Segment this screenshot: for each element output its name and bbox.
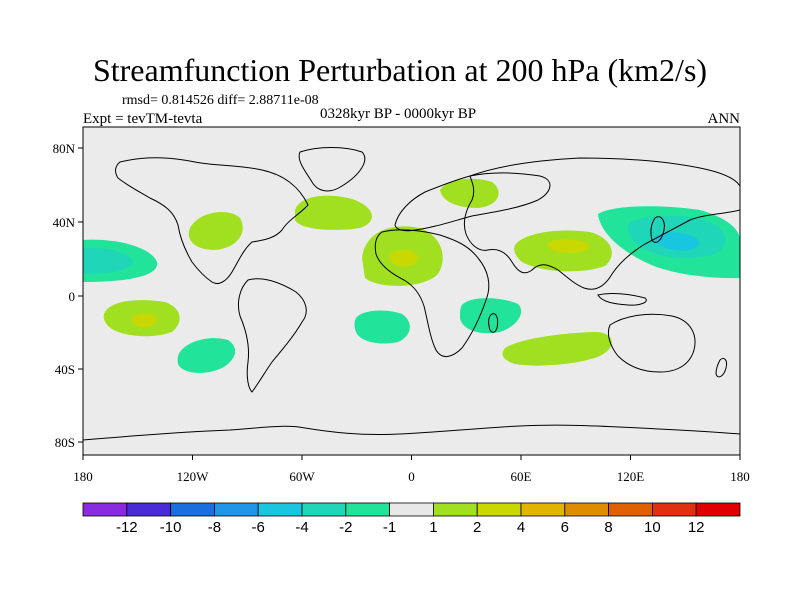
colorbar-box: [213, 502, 259, 517]
y-tick-label: 0: [69, 289, 76, 304]
colorbar-label: 8: [604, 519, 612, 536]
stats-text: rmsd= 0.814526 diff= 2.88711e-08: [122, 93, 319, 108]
anomaly-region: [295, 195, 372, 230]
colorbar-label: 12: [688, 519, 705, 536]
colorbar-label: 4: [517, 519, 525, 536]
x-tick-label: 0: [408, 469, 415, 484]
coastline-indonesia: [597, 293, 647, 306]
colorbar-box: [301, 502, 347, 517]
colorbar-box: [345, 502, 390, 517]
colorbar-box: [82, 502, 128, 517]
colorbar-label: -8: [208, 519, 221, 536]
coastline-north-america: [115, 157, 309, 285]
anomaly-region: [83, 247, 133, 274]
colorbar-box: [389, 502, 434, 517]
x-tick-label: 120W: [177, 469, 210, 484]
coastline-south-america: [237, 278, 307, 393]
colorbar-label: -4: [295, 519, 308, 536]
y-tick-label: 40N: [53, 215, 76, 230]
period-label: 0328kyr BP - 0000kyr BP: [320, 106, 477, 122]
colorbar-box: [126, 502, 172, 517]
coastline-new-zealand: [715, 357, 727, 378]
coastline-europe: [394, 172, 551, 232]
colorbar-box: [608, 502, 653, 517]
colorbar-box: [520, 502, 566, 517]
anomaly-region: [188, 212, 243, 250]
coastline-asia: [463, 157, 740, 290]
colorbar-label: -6: [252, 519, 265, 536]
coastline-africa: [374, 229, 490, 357]
map-background: [83, 127, 740, 455]
x-tick-label: 180: [730, 469, 750, 484]
anomaly-region: [547, 239, 589, 254]
colorbar-box: [652, 502, 697, 517]
coastline-madagascar: [488, 313, 499, 333]
axis-ticks: [78, 147, 741, 460]
y-tick-label: 40S: [55, 362, 75, 377]
colorbar-label: -12: [116, 519, 138, 536]
colorbar-box: [170, 502, 215, 517]
colorbar-label: -1: [383, 519, 396, 536]
experiment-label: Expt = tevTM-tevta: [83, 111, 203, 127]
map-title: Streamfunction Perturbation at 200 hPa (…: [92, 52, 708, 88]
x-tick-label: 60W: [289, 469, 315, 484]
x-tick-label: 120E: [617, 469, 645, 484]
coastline-japan: [650, 216, 665, 243]
coastline-australia: [607, 313, 696, 373]
anomaly-region: [654, 232, 699, 251]
colorbar-box: [257, 502, 303, 517]
colorbar-box: [695, 502, 741, 517]
y-tick-label: 80N: [53, 141, 76, 156]
x-tick-label: 60E: [511, 469, 532, 484]
anomaly-region: [354, 310, 410, 344]
colorbar: -12 -10 -8 -6 -4 -2 -1 1 2 4 6 8 10 12: [82, 502, 741, 536]
colorbar-label: 1: [429, 519, 437, 536]
coastline-antarctica: [83, 424, 740, 441]
season-label: ANN: [707, 111, 741, 127]
coastline-greenland: [298, 147, 366, 192]
colorbar-label: 6: [561, 519, 569, 536]
x-tick-label: 180: [73, 469, 93, 484]
anomaly-fill-layer: [83, 178, 740, 373]
anomaly-region: [177, 338, 236, 373]
anomaly-region: [131, 313, 158, 328]
y-tick-label: 80S: [55, 435, 75, 450]
colorbar-label: 10: [644, 519, 661, 536]
anomaly-region: [440, 178, 499, 208]
colorbar-label: -10: [160, 519, 182, 536]
colorbar-label: -2: [339, 519, 352, 536]
colorbar-box: [432, 502, 478, 517]
colorbar-label: 2: [473, 519, 481, 536]
coastlines: [83, 147, 740, 441]
anomaly-region: [389, 249, 419, 267]
colorbar-box: [564, 502, 609, 517]
anomaly-region: [502, 332, 612, 366]
colorbar-box: [476, 502, 522, 517]
